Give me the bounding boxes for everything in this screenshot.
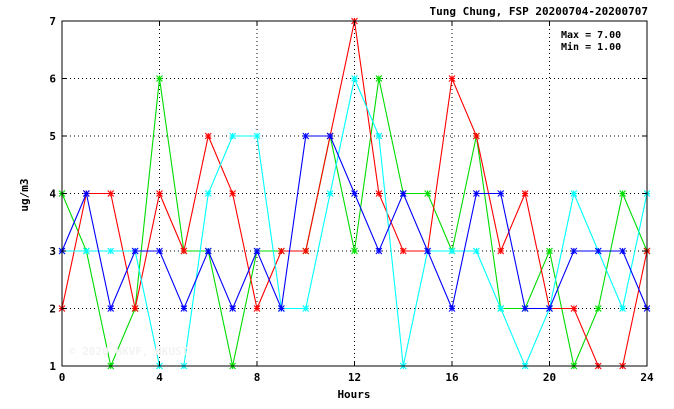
series-marker: [204, 132, 212, 140]
series-marker: [570, 190, 578, 197]
x-tick-label: 0: [59, 371, 66, 384]
series-marker: [472, 132, 480, 140]
series-marker: [472, 247, 480, 255]
series-marker: [180, 305, 188, 312]
series-marker: [107, 305, 115, 312]
series-marker: [82, 247, 90, 255]
series-marker: [204, 247, 212, 255]
series-marker: [375, 132, 383, 140]
watermark-text: © 2020 HKVF, HKUST: [69, 345, 189, 358]
series-marker: [156, 190, 163, 197]
series-marker: [107, 190, 115, 197]
series-marker: [302, 247, 310, 255]
series-marker: [619, 305, 627, 312]
min-stat: Min = 1.00: [561, 41, 621, 53]
x-tick-label: 20: [543, 371, 556, 384]
series-marker: [546, 305, 553, 312]
series-marker: [375, 190, 383, 197]
series-marker: [448, 75, 456, 82]
y-tick-label: 5: [49, 130, 56, 143]
y-tick-label: 3: [49, 245, 56, 258]
series-marker: [229, 190, 237, 197]
series-marker: [326, 132, 334, 140]
series-marker: [180, 247, 188, 255]
series-marker: [521, 305, 529, 312]
x-tick-label: 8: [254, 371, 261, 384]
series-marker: [375, 247, 383, 255]
series-marker: [570, 247, 578, 255]
series-marker: [448, 305, 456, 312]
series-marker: [302, 132, 310, 140]
series-marker: [351, 75, 358, 82]
series-marker: [156, 75, 163, 82]
series-marker: [619, 247, 627, 255]
y-tick-label: 4: [49, 188, 56, 201]
series-marker: [472, 190, 480, 197]
series-marker: [156, 247, 163, 255]
max-stat: Max = 7.00: [561, 30, 621, 41]
series-marker: [107, 247, 115, 255]
frame-layer: [61, 20, 648, 367]
chart-title: Tung Chung, FSP 20200704-20200707: [429, 5, 648, 18]
series-marker: [277, 305, 285, 312]
series-marker: [253, 247, 261, 255]
series-marker: [351, 247, 358, 255]
series-marker: [424, 190, 432, 197]
series-marker: [594, 247, 602, 255]
series-marker: [594, 305, 602, 312]
series-marker: [204, 190, 212, 197]
series-marker: [424, 247, 432, 255]
y-tick-label: 2: [49, 303, 56, 316]
series-marker: [619, 190, 627, 197]
plot-frame: [61, 20, 648, 367]
series-marker: [375, 75, 383, 82]
series-marker: [448, 247, 456, 255]
x-tick-label: 4: [156, 371, 163, 384]
series-marker: [497, 190, 505, 197]
series-marker: [131, 247, 139, 255]
series-marker: [253, 132, 261, 140]
y-tick-label: 6: [49, 73, 56, 86]
series-marker: [326, 190, 334, 197]
x-axis-label: Hours: [337, 388, 370, 401]
series-marker: [351, 190, 358, 197]
y-tick-label: 7: [49, 15, 56, 28]
series-marker: [277, 247, 285, 255]
series-marker: [546, 247, 553, 255]
series-marker: [229, 132, 237, 140]
x-tick-label: 12: [348, 371, 361, 384]
series-marker: [253, 305, 261, 312]
y-axis-label: ug/m3: [18, 178, 31, 211]
series-marker: [570, 305, 578, 312]
y-tick-label: 1: [49, 360, 56, 373]
series-marker: [302, 305, 310, 312]
series-layer: [58, 17, 651, 370]
series-marker: [399, 190, 407, 197]
series-marker: [521, 190, 529, 197]
series-marker: [497, 305, 505, 312]
series-marker: [229, 305, 237, 312]
x-tick-label: 24: [640, 371, 654, 384]
x-tick-label: 16: [445, 371, 459, 384]
series-4: [58, 132, 651, 312]
series-marker: [82, 190, 90, 197]
series-marker: [131, 305, 139, 312]
series-marker: [497, 247, 505, 255]
series-marker: [399, 247, 407, 255]
